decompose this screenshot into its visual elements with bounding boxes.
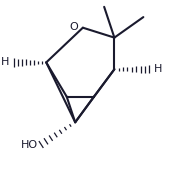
Text: H: H [154,64,162,74]
Text: HO: HO [21,140,38,150]
Text: O: O [69,22,78,32]
Text: H: H [1,57,10,67]
